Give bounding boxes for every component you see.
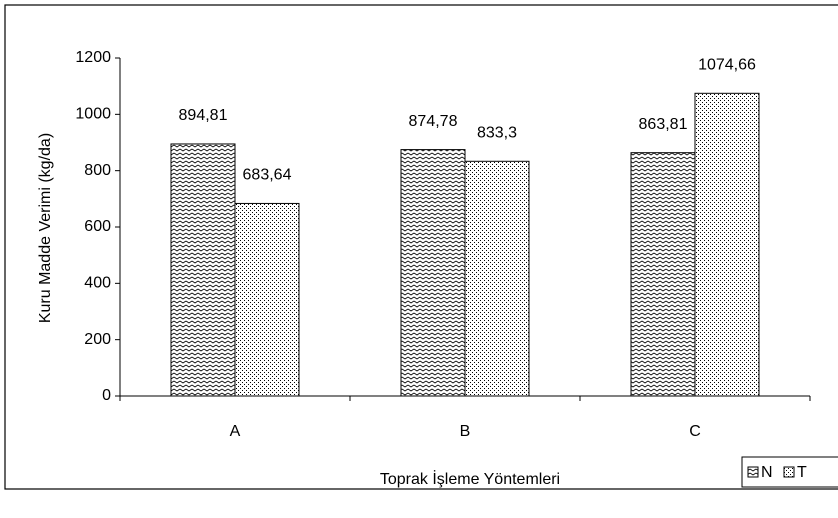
legend-label: N bbox=[761, 464, 773, 481]
bar bbox=[464, 160, 530, 397]
bar bbox=[170, 143, 236, 397]
value-label: 894,81 bbox=[179, 107, 228, 124]
bar bbox=[234, 202, 300, 397]
legend-swatch bbox=[783, 466, 795, 478]
value-label: 863,81 bbox=[639, 116, 688, 133]
legend-swatch bbox=[747, 466, 759, 478]
x-axis-title: Toprak İşleme Yöntemleri bbox=[380, 469, 560, 488]
y-tick-label: 400 bbox=[84, 275, 111, 292]
legend-label: T bbox=[797, 464, 807, 481]
bar bbox=[400, 149, 466, 397]
y-tick-label: 600 bbox=[84, 218, 111, 235]
x-tick-label: C bbox=[689, 423, 701, 440]
y-tick-label: 1000 bbox=[75, 106, 111, 123]
y-tick-label: 1200 bbox=[75, 49, 111, 66]
value-label: 874,78 bbox=[409, 113, 458, 130]
y-axis-title: Kuru Madde Verimi (kg/da) bbox=[37, 133, 54, 323]
y-tick-label: 200 bbox=[84, 331, 111, 348]
value-label: 683,64 bbox=[243, 167, 292, 184]
y-tick-label: 800 bbox=[84, 162, 111, 179]
x-tick-label: B bbox=[460, 423, 471, 440]
value-label: 1074,66 bbox=[698, 57, 756, 74]
value-label: 833,3 bbox=[477, 125, 517, 142]
x-tick-label: A bbox=[230, 423, 241, 440]
bar bbox=[694, 92, 760, 397]
bar bbox=[630, 152, 696, 397]
y-tick-label: 0 bbox=[102, 387, 111, 404]
